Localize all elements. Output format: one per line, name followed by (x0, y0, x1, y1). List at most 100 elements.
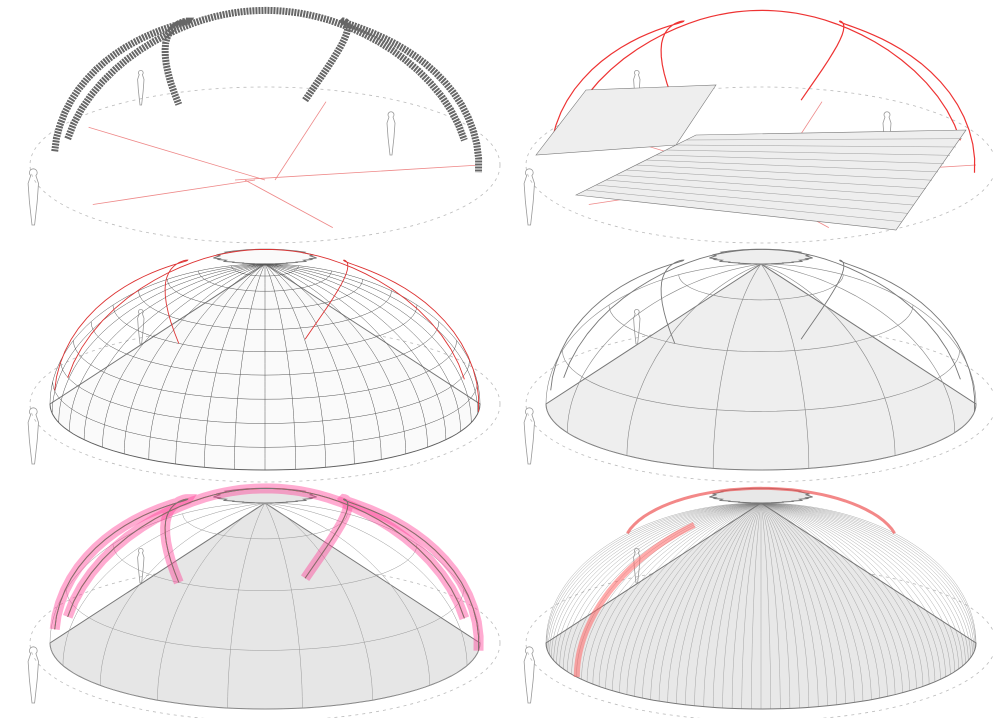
mesh-line (634, 502, 762, 697)
mesh-line (760, 502, 976, 647)
mesh-line (760, 502, 975, 652)
mesh-line (741, 502, 762, 709)
mesh-line (760, 502, 837, 705)
grid-line (675, 144, 957, 148)
mesh-line (546, 502, 762, 649)
mesh-line (760, 502, 924, 687)
mesh-line (198, 270, 332, 292)
mesh-line (760, 502, 855, 703)
human-figure (523, 646, 535, 704)
mesh-line (592, 502, 762, 685)
mesh-line (563, 502, 762, 669)
mesh-line (760, 502, 941, 680)
human-figure (27, 646, 39, 704)
mesh-line (60, 360, 470, 424)
arch-edge (304, 498, 480, 651)
arch-edge (550, 259, 685, 391)
mesh-line (49, 403, 481, 471)
mesh-line (605, 502, 762, 689)
panel (523, 486, 993, 718)
mesh-line (760, 502, 872, 700)
mesh-line (713, 502, 762, 708)
grid-line (665, 149, 951, 156)
mesh-line (760, 502, 959, 669)
panel (27, 6, 501, 244)
mesh-line (546, 502, 762, 647)
arch-edge (54, 259, 189, 391)
arch (302, 17, 483, 173)
mesh-line (760, 502, 955, 672)
human-figure (633, 309, 641, 345)
mesh-line (658, 502, 762, 702)
mesh-line (760, 502, 966, 664)
mesh-line (760, 502, 969, 661)
arch (563, 9, 961, 141)
grid-line (615, 174, 921, 197)
mesh-line (760, 502, 880, 699)
mesh-line (619, 502, 762, 693)
mesh-line (760, 502, 917, 689)
mesh-line (703, 502, 762, 707)
grid-line (645, 159, 939, 173)
floor-line (88, 126, 266, 181)
mesh-line (49, 642, 481, 710)
mesh-line (760, 502, 800, 708)
mesh-line (678, 274, 844, 301)
grid-line (685, 138, 963, 141)
human-figure (137, 309, 145, 345)
mesh-line (73, 340, 457, 400)
human-figure (882, 111, 892, 156)
mesh-line (545, 403, 977, 471)
arch-edge (67, 487, 465, 619)
mesh-line (760, 502, 976, 649)
mesh-line (112, 304, 418, 352)
human-figure (523, 407, 535, 465)
mesh-line (90, 321, 440, 376)
mesh-line (551, 502, 762, 658)
mesh-line (760, 502, 809, 708)
arch-edge (800, 259, 976, 412)
mesh-line (52, 382, 478, 448)
mesh-line (760, 502, 977, 644)
human-figure (137, 70, 145, 106)
edge-band (573, 522, 696, 678)
human-figure (137, 548, 145, 584)
mesh-line (549, 502, 762, 655)
mesh-line (760, 502, 963, 667)
grid-line (625, 169, 927, 189)
panel (523, 248, 993, 483)
mesh-line (562, 350, 960, 412)
mesh-line (559, 502, 762, 667)
panel (523, 9, 993, 244)
arch-edge (563, 248, 961, 380)
mesh-line (760, 502, 771, 709)
arch (800, 20, 976, 173)
mesh-line (760, 502, 936, 682)
mesh-line (598, 502, 762, 687)
mesh-line (112, 543, 418, 591)
mesh-line (694, 502, 762, 706)
ground-outline (29, 86, 501, 244)
mesh-line (760, 502, 971, 658)
mesh-line (138, 290, 392, 330)
mesh-line (760, 502, 896, 695)
mesh-line (586, 502, 762, 682)
mesh-line (760, 502, 930, 685)
mesh-line (626, 502, 762, 695)
floor-line (244, 179, 333, 228)
mesh-line (612, 502, 762, 691)
mesh-line (760, 502, 946, 677)
mesh-line (751, 502, 762, 709)
human-figure (27, 168, 39, 226)
mesh-line (760, 502, 819, 707)
grid-line (635, 164, 933, 181)
mesh-line (685, 502, 762, 705)
grid-line (655, 154, 945, 164)
mesh-line (650, 502, 762, 700)
mesh-line (556, 502, 762, 664)
arch-edge (54, 498, 189, 630)
mesh-line (760, 502, 951, 675)
mesh-line (760, 502, 828, 706)
grid-line (595, 184, 909, 214)
edge-band (626, 486, 896, 535)
